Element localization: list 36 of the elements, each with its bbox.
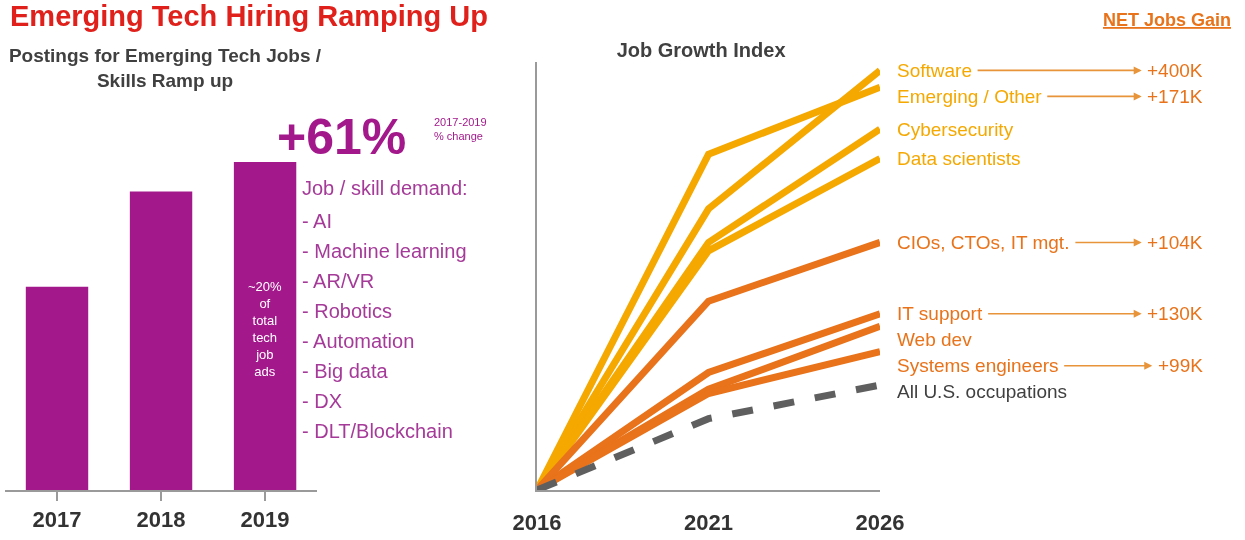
annotation: - AI	[302, 210, 333, 232]
text: NET Jobs Gain	[1103, 10, 1232, 30]
annotation: - Machine learning	[302, 240, 467, 262]
x-tick-label: 2016	[512, 510, 562, 536]
text: 2017-2019 % change	[434, 116, 487, 143]
annotation: ~20% of total tech job ads	[248, 279, 283, 379]
series-label: Software	[897, 60, 972, 81]
series-label: All U.S. occupations	[897, 381, 1068, 402]
x-tick-label: 2017	[32, 507, 82, 533]
annotation: - AR/VR	[302, 270, 375, 292]
annotation: - DX	[302, 390, 342, 412]
x-tick-label: 2021	[684, 510, 733, 536]
series-label: IT support	[897, 303, 983, 324]
text: +99K	[1158, 355, 1204, 376]
chart-subtitle: Postings for Emerging Tech Jobs / Skills Ramp up	[7, 44, 323, 93]
series-label: CIOs, CTOs, IT mgt.	[897, 232, 1070, 253]
annotation: Job / skill demand:	[302, 177, 468, 199]
annotation: +61%	[277, 109, 407, 165]
series-label: Systems engineers	[897, 355, 1059, 376]
annotation: - Automation	[302, 330, 415, 352]
text: +171K	[1147, 86, 1203, 107]
text: +400K	[1147, 60, 1203, 81]
text: +104K	[1147, 232, 1203, 253]
annotation: - Robotics	[302, 300, 393, 322]
x-tick-label: 2018	[136, 507, 186, 533]
series-label: Web dev	[897, 329, 973, 350]
chart-title: Job Growth Index	[616, 39, 786, 62]
series-label: Cybersecurity	[897, 119, 1014, 140]
annotation: - Big data	[302, 360, 389, 382]
series-label: Data scientists	[897, 148, 1021, 169]
x-tick-label: 2026	[855, 510, 905, 536]
annotation: - DLT/Blockchain	[302, 420, 453, 442]
series-label: Emerging / Other	[897, 86, 1043, 107]
chart-title: Emerging Tech Hiring Ramping Up	[10, 0, 488, 33]
x-tick-label: 2019	[240, 507, 290, 533]
text: +130K	[1147, 303, 1203, 324]
